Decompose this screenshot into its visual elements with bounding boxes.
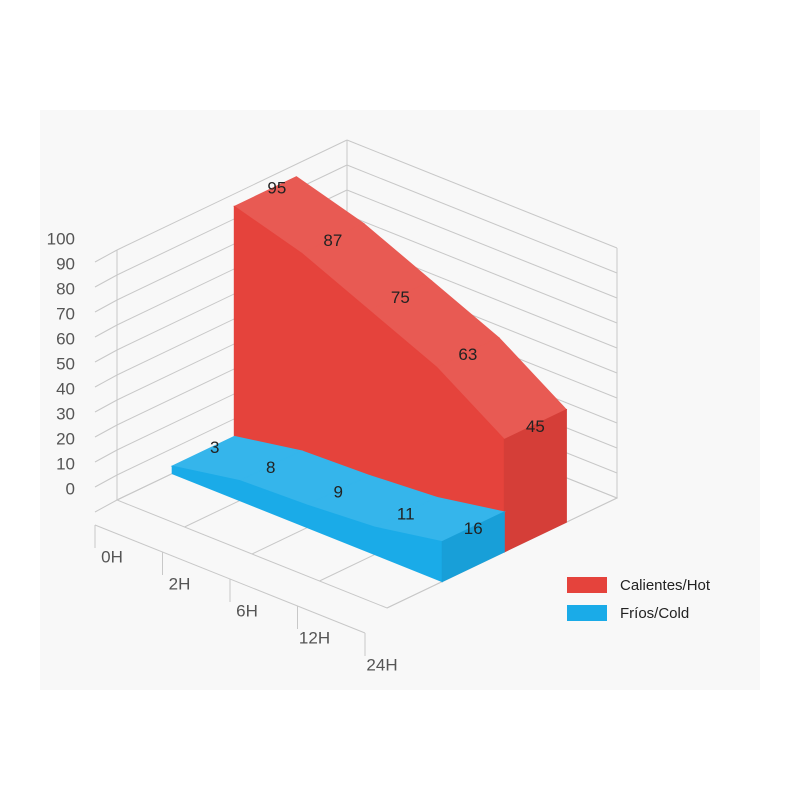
value-label: 95 [267,179,286,198]
y-tick-label: 90 [56,254,75,273]
grid-line [346,164,618,274]
x-tick-label: 24H [366,655,397,674]
value-label: 45 [526,417,545,436]
x-tick-label: 12H [299,628,330,647]
legend-swatch [567,577,607,593]
y-tick-label: 50 [56,354,75,373]
value-label: 75 [391,288,410,307]
y-tick-label: 80 [56,279,75,298]
x-tick-label: 0H [101,547,123,566]
y-tick-label: 40 [56,379,75,398]
value-label: 11 [397,505,415,524]
y-tick-label: 10 [56,454,75,473]
y-tick-label: 100 [47,229,75,248]
y-tick-label: 0 [66,479,75,498]
value-label: 87 [323,231,342,250]
y-tick [94,249,118,263]
y-tick [94,274,118,288]
value-label: 63 [458,345,477,364]
legend-label: Calientes/Hot [620,577,711,594]
grid-line [346,189,618,299]
y-tick [94,374,118,388]
grid-line [346,214,618,324]
y-tick-label: 60 [56,329,75,348]
grid-line [346,139,618,249]
value-label: 9 [334,483,343,502]
value-label: 16 [464,519,483,538]
y-tick [94,424,118,438]
y-tick [94,349,118,363]
x-tick-label: 2H [169,574,191,593]
x-tick-label: 6H [236,601,258,620]
area-front [171,465,443,583]
y-tick-label: 70 [56,304,75,323]
grid-line [116,139,348,251]
value-label: 8 [266,458,275,477]
y-tick [94,399,118,413]
y-tick [94,474,118,488]
y-tick-label: 30 [56,404,75,423]
x-axis-line [94,524,366,634]
value-label: 3 [210,438,219,457]
y-tick [94,324,118,338]
legend-label: Fríos/Cold [620,605,689,622]
grid-line [116,164,348,276]
y-tick [94,449,118,463]
legend-swatch [567,605,607,621]
y-tick-label: 20 [56,429,75,448]
area-end [441,511,505,583]
y-tick [94,499,118,513]
y-tick [94,299,118,313]
